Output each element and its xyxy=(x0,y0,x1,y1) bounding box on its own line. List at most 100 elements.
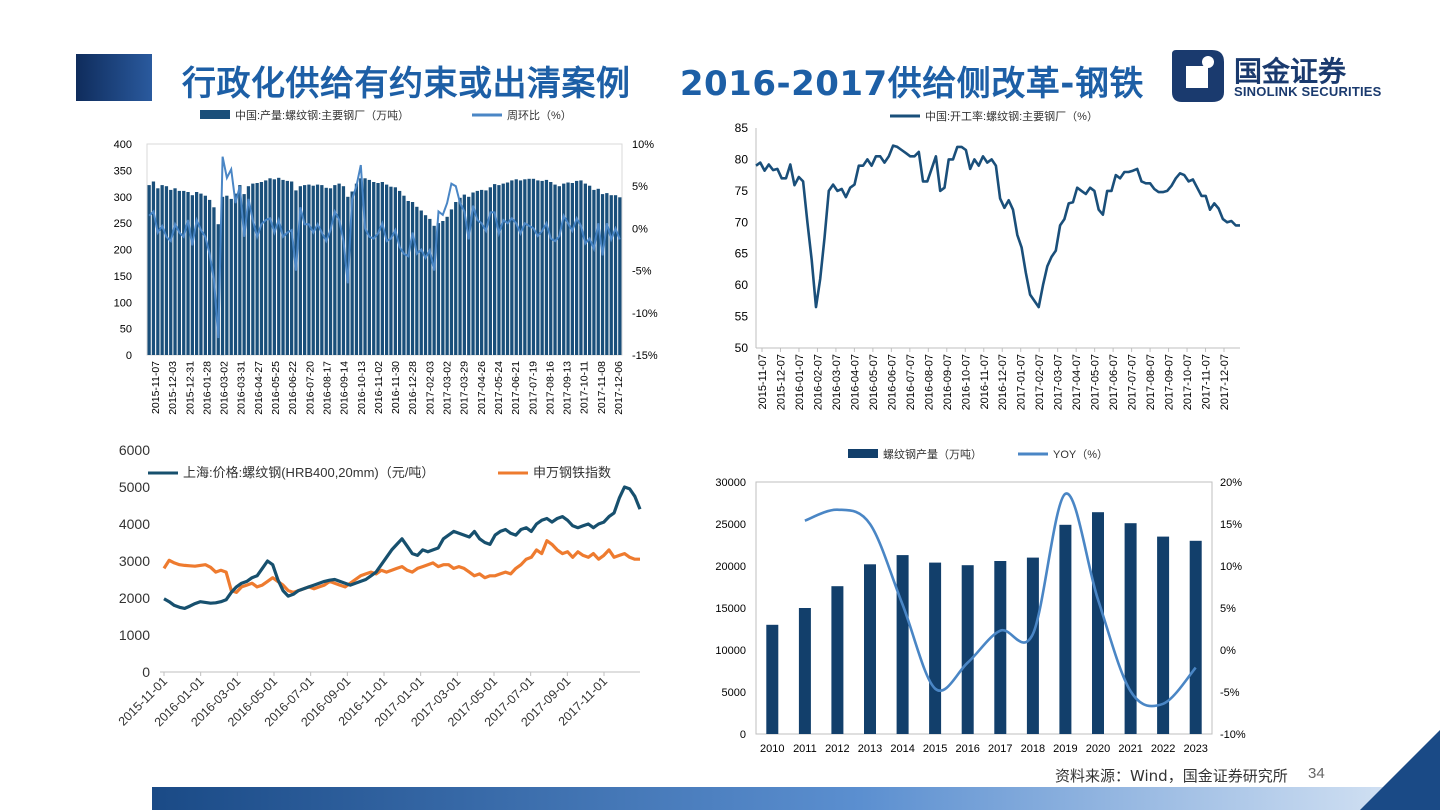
y-left-tick-label: 250 xyxy=(114,218,132,230)
legend-output-label: 中国:产量:螺纹钢:主要钢厂（万吨） xyxy=(235,108,409,122)
x-tick-label: 2017-05-07 xyxy=(1090,354,1102,410)
legend-rebar-price-label: 上海:价格:螺纹钢(HRB400,20mm)（元/吨） xyxy=(183,465,434,480)
y-right-tick-label: 10% xyxy=(1220,561,1242,573)
output-bar xyxy=(562,183,566,355)
output-bar xyxy=(454,202,458,355)
logo-text-cn: 国金证券 xyxy=(1234,55,1347,88)
output-bar xyxy=(177,190,181,355)
output-bar xyxy=(337,183,341,355)
x-tick-label: 2016-02-07 xyxy=(812,354,824,410)
y-tick-label: 6000 xyxy=(119,442,150,458)
output-bar xyxy=(458,197,462,355)
annual-output-bar xyxy=(766,624,779,734)
x-tick-label: 2010 xyxy=(760,743,784,755)
output-bar xyxy=(272,179,276,355)
y-left-tick-label: 350 xyxy=(114,165,132,177)
output-bar xyxy=(480,189,484,355)
x-tick-label: 2015 xyxy=(923,743,947,755)
x-tick-label: 2015-12-03 xyxy=(167,361,179,415)
x-tick-label: 2017-04-07 xyxy=(1071,354,1083,410)
output-bar xyxy=(536,180,540,355)
output-bar xyxy=(527,178,531,355)
x-tick-label: 2017-03-07 xyxy=(1053,354,1065,410)
footer-bar xyxy=(152,787,1440,810)
output-bar xyxy=(354,183,359,355)
output-bar xyxy=(350,191,354,355)
y-tick-label: 50 xyxy=(735,341,749,355)
output-bar xyxy=(367,179,371,355)
output-bar xyxy=(553,184,557,355)
utilization-line xyxy=(755,144,1240,309)
x-tick-label: 2017-02-07 xyxy=(1034,354,1046,410)
y-right-tick-label: -5% xyxy=(632,266,652,278)
annual-output-bar xyxy=(961,565,974,734)
output-bar xyxy=(372,182,376,355)
x-tick-label: 2016-07-20 xyxy=(304,361,316,415)
source-note: 资料来源：Wind，国金证券研究所 xyxy=(1055,767,1288,785)
x-tick-label: 2016-12-28 xyxy=(407,361,419,415)
x-tick-label: 2017-03-02 xyxy=(442,361,454,415)
x-tick-label: 2015-12-07 xyxy=(776,354,788,410)
x-tick-label: 2017-05-24 xyxy=(493,361,505,415)
output-bar xyxy=(402,195,406,355)
x-tick-label: 2017-04-26 xyxy=(476,361,488,415)
output-bar xyxy=(428,218,432,355)
x-tick-label: 2017-12-07 xyxy=(1219,354,1231,410)
output-bar xyxy=(151,181,156,355)
output-bar xyxy=(229,198,233,355)
x-tick-label: 2016-01-28 xyxy=(201,361,213,415)
y-tick-label: 65 xyxy=(735,247,749,261)
steel-index-line xyxy=(162,539,640,594)
y-left-tick-label: 150 xyxy=(114,271,132,283)
legend-annual-output-swatch xyxy=(848,449,878,458)
x-tick-label: 2016-06-07 xyxy=(886,354,898,410)
output-bar xyxy=(583,183,587,355)
output-bar xyxy=(359,178,363,355)
output-bar xyxy=(501,183,505,355)
legend-yoy-label: YOY（%） xyxy=(1053,448,1108,461)
output-bar xyxy=(497,185,501,355)
y-right-tick-label: 5% xyxy=(632,181,648,193)
x-tick-label: 2016-10-13 xyxy=(356,361,368,415)
output-bar xyxy=(264,180,268,355)
output-bar xyxy=(575,180,579,355)
y-right-tick-label: 5% xyxy=(1220,603,1236,615)
y-tick-label: 2000 xyxy=(119,590,150,606)
x-tick-label: 2016-03-07 xyxy=(831,354,843,410)
x-tick-label: 2017-10-07 xyxy=(1182,354,1194,410)
x-tick-label: 2016-08-17 xyxy=(322,361,334,415)
y-right-tick-label: 10% xyxy=(632,139,654,151)
page-title: 行政化供给有约束或出清案例 2016-2017供给侧改革-钢铁 xyxy=(182,64,1144,104)
y-left-tick-label: 100 xyxy=(114,297,132,309)
output-bar xyxy=(462,194,466,355)
y-right-tick-label: 20% xyxy=(1220,477,1242,489)
output-bar xyxy=(277,177,281,355)
output-bar xyxy=(225,195,229,355)
x-tick-label: 2016-10-07 xyxy=(960,354,972,410)
x-tick-label: 2017-08-16 xyxy=(544,361,556,415)
page-number: 34 xyxy=(1308,765,1325,782)
y-tick-label: 70 xyxy=(735,215,749,229)
legend-output-swatch xyxy=(200,110,230,119)
y-tick-label: 80 xyxy=(735,152,749,166)
y-tick-label: 5000 xyxy=(119,479,150,495)
output-bar xyxy=(514,179,518,355)
output-bar xyxy=(523,179,527,355)
y-tick-label: 0 xyxy=(142,664,150,680)
y-tick-label: 75 xyxy=(735,184,749,198)
output-bar xyxy=(182,190,186,355)
output-bar xyxy=(436,223,441,355)
output-bar xyxy=(557,186,561,355)
annual-output-bar xyxy=(1189,540,1202,734)
annual-output-bar xyxy=(1026,557,1039,734)
x-tick-label: 2017-01-07 xyxy=(1016,354,1028,410)
output-bar xyxy=(449,209,454,355)
x-tick-label: 2016-09-14 xyxy=(339,361,351,415)
corner-decoration xyxy=(1360,730,1440,810)
output-bar xyxy=(203,195,207,355)
y-right-tick-label: -10% xyxy=(1220,729,1246,741)
chart-2-svg: 中国:开工率:螺纹钢:主要钢厂（%） 50 55 60 65 70 75 80 85 2015-1… xyxy=(735,109,1240,410)
chart-annual-rebar-output: 螺纹钢产量（万吨） YOY（%） 0 5000 10000 15000 20000 25000… xyxy=(700,440,1260,760)
y-right-tick-label: -15% xyxy=(632,350,658,362)
x-tick-label: 2017-06-07 xyxy=(1108,354,1120,410)
